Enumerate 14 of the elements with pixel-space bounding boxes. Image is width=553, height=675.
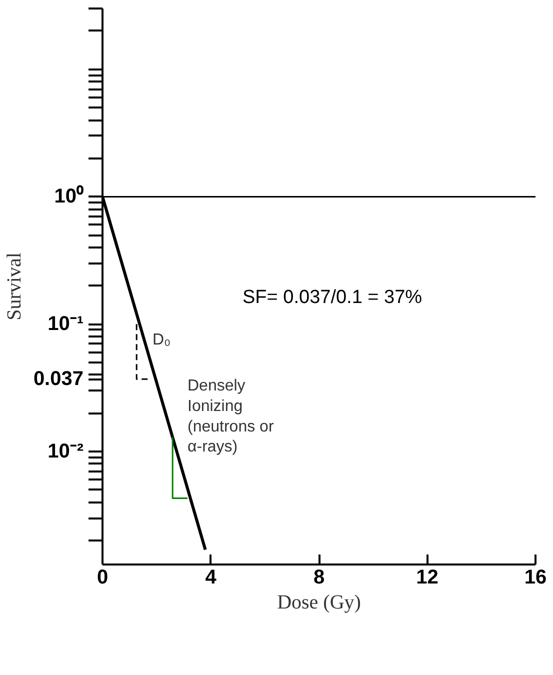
x-tick-label: 4 <box>205 566 218 588</box>
y-tick-label: 0.037 <box>33 368 84 390</box>
x-tick-label: 12 <box>416 566 438 588</box>
annotation: SF= 0.037/0.1 = 37% <box>242 287 422 308</box>
x-tick-label: 8 <box>313 566 325 588</box>
x-tick-label: 16 <box>524 566 547 588</box>
x-tick-label: 0 <box>96 566 108 588</box>
y-tick-label: 10⁻¹ <box>48 313 84 336</box>
annotation: Densely Ionizing (neutrons or α-rays) <box>188 378 274 456</box>
x-axis-title: Dose (Gy) <box>277 592 361 614</box>
y-tick-label: 10⁻² <box>48 440 84 463</box>
y-axis-title: Survival <box>3 252 26 320</box>
y-tick-label: 10⁰ <box>54 184 84 208</box>
annotation: D₀ <box>152 332 171 349</box>
